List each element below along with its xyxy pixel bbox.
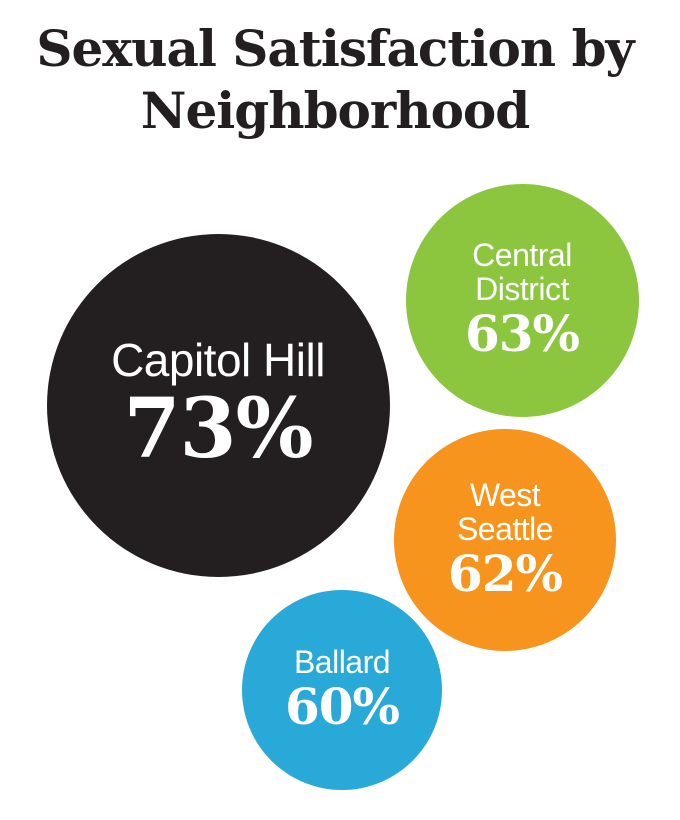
chart-title: Sexual Satisfaction by Neighborhood bbox=[36, 19, 634, 140]
value-label: 60% bbox=[284, 677, 400, 737]
bubble-label: Ballard bbox=[293, 643, 391, 680]
bubble: West Seattle 62% bbox=[394, 429, 616, 651]
bubble-label: Central District bbox=[472, 236, 572, 307]
bubble-label: West Seattle bbox=[456, 476, 554, 547]
bubble: Capitol Hill 73% bbox=[46, 233, 390, 577]
value-label: 62% bbox=[447, 544, 563, 604]
bubble: Ballard 60% bbox=[242, 590, 442, 790]
value-label: 63% bbox=[464, 304, 580, 364]
bubble-label: Capitol Hill bbox=[111, 333, 325, 386]
value-label: 73% bbox=[123, 381, 313, 478]
bubble: Central District 63% bbox=[405, 183, 639, 417]
